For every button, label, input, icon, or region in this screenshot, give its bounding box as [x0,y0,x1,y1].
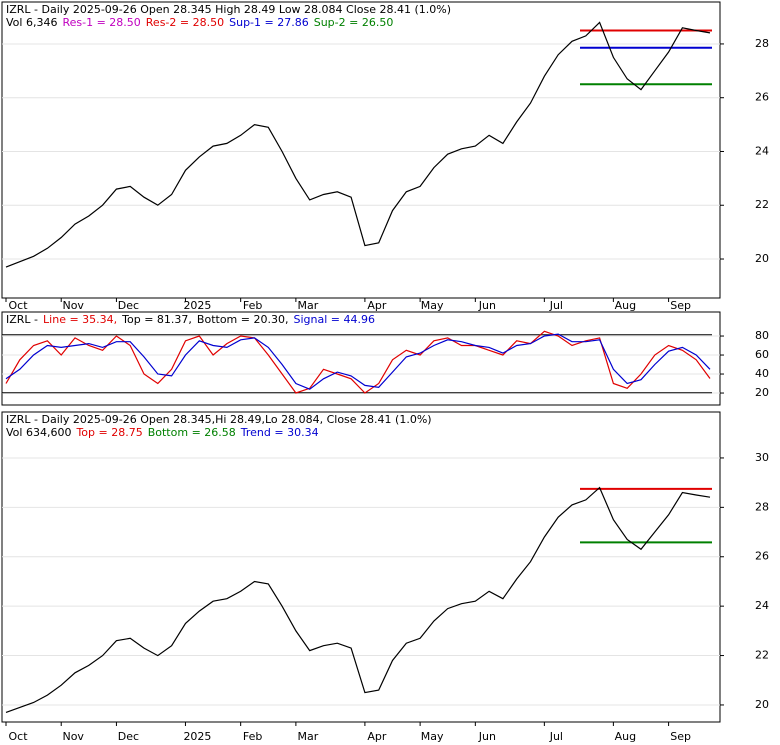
header-item: IZRL - Daily 2025-09-26 Open 28.345 High… [6,3,451,16]
header-item: Bottom = 26.58 [148,426,236,439]
x-tick-label: Apr [367,299,387,312]
x-tick-label: Aug [615,299,636,312]
x-tick-label: Jul [549,730,563,743]
header-text: IZRL - Daily 2025-09-26 Open 28.345,Hi 2… [6,413,432,426]
series-line [5,486,711,713]
x-tick-label: May [421,730,444,743]
header-item: Vol 6,346 [6,16,57,29]
header-item: Top = 81.37, [121,313,192,326]
x-tick-label: Mar [297,730,318,743]
x-tick-label: Sep [670,299,691,312]
header-text: IZRL - Line = 35.34, Top = 81.37, Bottom = … [6,313,375,326]
y-tick-label: 30 [755,451,769,464]
x-tick-label: Jun [478,730,496,743]
y-tick-label: 24 [755,144,769,157]
y-tick-label: 60 [755,348,769,361]
y-tick-label: 26 [755,550,769,563]
x-tick-label: Oct [8,299,28,312]
x-tick-label: Apr [367,730,387,743]
y-tick-label: 24 [755,599,769,612]
panel-frame [1,411,721,723]
y-tick-label: 28 [755,500,769,513]
header-item: Vol 634,600 [6,426,71,439]
header-item: Trend = 30.34 [240,426,319,439]
x-tick-label: Feb [243,730,262,743]
x-tick-label: Aug [615,730,636,743]
y-tick-label: 40 [755,367,769,380]
y-tick-label: 22 [755,649,769,662]
x-tick-label: Feb [243,299,262,312]
x-tick-label: Sep [670,730,691,743]
header-item: IZRL - [6,313,38,326]
x-tick-label: Nov [62,299,84,312]
header-item: Top = 28.75 [75,426,142,439]
x-tick-label: Mar [297,299,318,312]
x-tick-label: Dec [118,730,139,743]
header-text: Vol 6,346 Res-1 = 28.50 Res-2 = 28.50 Sup-1… [6,16,393,29]
x-tick-label: 2025 [183,730,211,743]
header-item: Bottom = 20.30, [197,313,289,326]
header-text: IZRL - Daily 2025-09-26 Open 28.345 High… [6,3,451,16]
y-tick-label: 20 [755,252,769,265]
y-tick-label: 22 [755,198,769,211]
y-tick-label: 28 [755,37,769,50]
series-line [5,333,711,390]
header-item: Res-2 = 28.50 [146,16,224,29]
header-item: Sup-2 = 26.50 [314,16,394,29]
header-item: Line = 35.34, [43,313,117,326]
header-item: IZRL - Daily 2025-09-26 Open 28.345,Hi 2… [6,413,432,426]
y-tick-label: 20 [755,386,769,399]
y-tick-label: 80 [755,329,769,342]
y-tick-label: 26 [755,91,769,104]
x-tick-label: 2025 [183,299,211,312]
x-tick-label: Jun [478,299,496,312]
header-item: Signal = 44.96 [293,313,375,326]
series-line [5,330,711,394]
x-tick-label: Jul [549,299,563,312]
x-tick-label: Nov [62,730,84,743]
panel-frame [1,1,721,299]
x-tick-label: May [421,299,444,312]
series-line [5,21,711,268]
header-item: Sup-1 = 27.86 [229,16,309,29]
x-tick-label: Oct [8,730,28,743]
header-item: Res-1 = 28.50 [62,16,140,29]
header-text: Vol 634,600 Top = 28.75 Bottom = 26.58 Tren… [6,426,319,439]
y-tick-label: 20 [755,698,769,711]
x-tick-label: Dec [118,299,139,312]
